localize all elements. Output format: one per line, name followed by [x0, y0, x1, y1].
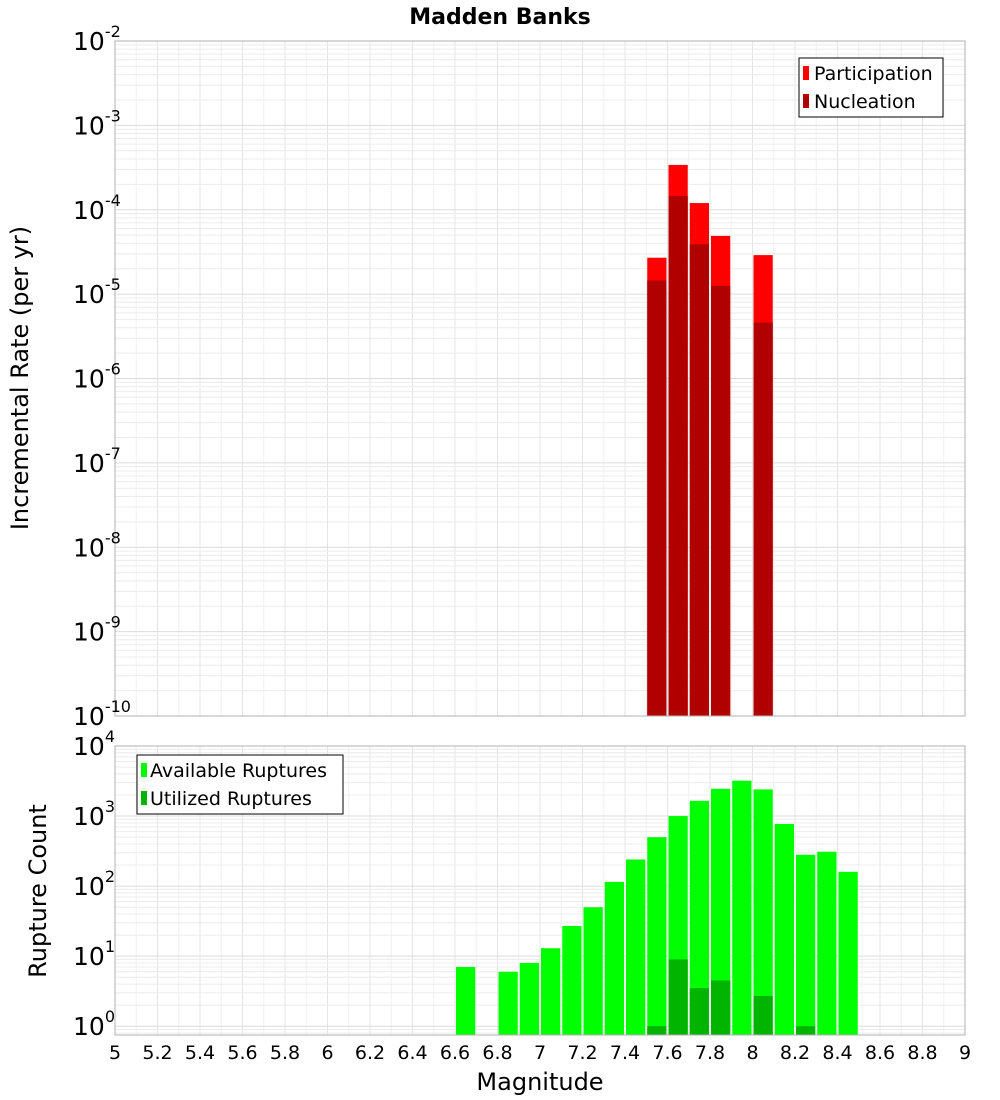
count-bar-s0 — [562, 925, 582, 1035]
x-tick-label: 9 — [959, 1042, 971, 1064]
count-y-axis-label: Rupture Count — [24, 804, 52, 978]
rate-y-tick-label: 10-6 — [73, 360, 121, 394]
rate-grid — [114, 41, 966, 717]
x-tick-label: 8.8 — [907, 1042, 937, 1064]
rate-bar-s1 — [711, 285, 731, 716]
rate-y-tick-label: 10-7 — [73, 444, 121, 478]
rate-y-ticks: 10-2 10-3 10-4 10-5 10-6 10-7 10-8 10-9 10-10 — [73, 22, 131, 731]
x-tick-label: 8 — [746, 1042, 758, 1064]
x-tick-label: 5.8 — [270, 1042, 300, 1064]
count-y-tick-label: 104 — [73, 727, 115, 761]
x-tick-label: 6 — [321, 1042, 333, 1064]
rate-y-tick-label: 10-5 — [73, 275, 121, 309]
count-bar-s0 — [838, 871, 858, 1035]
legend-label-utilized: Utilized Ruptures — [150, 788, 312, 810]
rate-bars — [647, 164, 773, 717]
count-grid — [114, 746, 966, 1035]
rate-y-tick-label: 10-4 — [73, 191, 121, 225]
count-legend: Available Ruptures Utilized Ruptures — [136, 754, 344, 815]
count-bar-s0 — [817, 851, 837, 1035]
count-bar-s1 — [647, 1026, 667, 1035]
legend-swatch-participation — [803, 66, 809, 80]
x-tick-label: 5.6 — [227, 1042, 257, 1064]
rate-y-tick-label: 10-10 — [73, 697, 131, 731]
rate-y-axis-label: Incremental Rate (per yr) — [6, 226, 34, 530]
x-tick-label: 7.8 — [695, 1042, 725, 1064]
count-plot-frame — [114, 745, 966, 1036]
chart-title: Madden Banks — [409, 5, 590, 30]
rate-legend: Participation Nucleation — [798, 57, 944, 118]
x-tick-label: 5.4 — [185, 1042, 215, 1064]
rate-legend-box — [798, 57, 944, 118]
x-tick-label: 8.6 — [865, 1042, 895, 1064]
x-tick-label: 6.4 — [397, 1042, 427, 1064]
count-panel: 104 103 102 101 100 5 5.2 5.4 5.6 5.8 6 6.2 6.4 6.6 6… — [24, 727, 971, 1096]
count-y-tick-label: 102 — [73, 867, 115, 901]
x-tick-label: 6.2 — [355, 1042, 385, 1064]
count-bar-s1 — [689, 988, 709, 1035]
x-tick-label: 8.4 — [822, 1042, 852, 1064]
rate-bar-s1 — [647, 280, 667, 716]
legend-swatch-utilized — [141, 791, 147, 805]
count-bar-s0 — [498, 971, 518, 1035]
count-bars — [456, 780, 858, 1035]
x-axis-label: Magnitude — [476, 1068, 603, 1096]
count-bar-s0 — [626, 859, 646, 1035]
count-bar-s0 — [519, 962, 539, 1035]
count-bar-s0 — [732, 780, 752, 1035]
x-tick-label: 7.2 — [567, 1042, 597, 1064]
x-tick-label: 7 — [534, 1042, 546, 1064]
count-bar-s1 — [753, 996, 773, 1035]
x-tick-label: 7.6 — [652, 1042, 682, 1064]
count-y-tick-label: 101 — [73, 937, 115, 971]
count-y-tick-label: 100 — [73, 1007, 115, 1041]
count-bar-s0 — [456, 967, 476, 1035]
rate-y-tick-label: 10-2 — [73, 22, 121, 56]
x-tick-label: 5.2 — [142, 1042, 172, 1064]
rate-bar-s1 — [668, 196, 688, 716]
rate-y-tick-label: 10-8 — [73, 528, 121, 562]
x-ticks: 5 5.2 5.4 5.6 5.8 6 6.2 6.4 6.6 6.8 7 7.2 7.4 7.6 7.8 8… — [109, 1042, 971, 1064]
count-y-ticks: 104 103 102 101 100 — [73, 727, 115, 1041]
legend-label-nucleation: Nucleation — [814, 91, 916, 113]
count-bar-s0 — [583, 907, 603, 1035]
x-tick-label: 6.8 — [482, 1042, 512, 1064]
count-bar-s0 — [753, 789, 773, 1035]
rate-plot-frame — [114, 40, 966, 717]
count-bar-s0 — [541, 948, 561, 1035]
x-tick-label: 7.4 — [610, 1042, 640, 1064]
rate-panel: 10-2 10-3 10-4 10-5 10-6 10-7 10-8 10-9 10-10 In… — [6, 22, 966, 731]
rate-y-tick-label: 10-9 — [73, 613, 121, 647]
count-bar-s0 — [711, 788, 731, 1035]
x-tick-label: 6.6 — [440, 1042, 470, 1064]
rate-bar-s1 — [689, 244, 709, 717]
count-bar-s1 — [668, 959, 688, 1035]
count-bar-s1 — [796, 1026, 816, 1035]
rate-bar-s1 — [753, 322, 773, 716]
count-legend-box — [136, 754, 344, 815]
count-bar-s0 — [796, 854, 816, 1035]
count-bar-s0 — [604, 881, 624, 1035]
legend-swatch-nucleation — [803, 94, 809, 108]
rate-y-tick-label: 10-3 — [73, 106, 121, 140]
count-bar-s0 — [647, 837, 667, 1035]
legend-label-participation: Participation — [814, 63, 933, 85]
legend-label-available: Available Ruptures — [150, 760, 327, 782]
x-tick-label: 5 — [109, 1042, 121, 1064]
count-bar-s1 — [711, 980, 731, 1035]
x-tick-label: 8.2 — [780, 1042, 810, 1064]
count-y-tick-label: 103 — [73, 797, 115, 831]
count-bar-s0 — [689, 800, 709, 1035]
legend-swatch-available — [141, 763, 147, 777]
count-bar-s0 — [774, 824, 794, 1035]
